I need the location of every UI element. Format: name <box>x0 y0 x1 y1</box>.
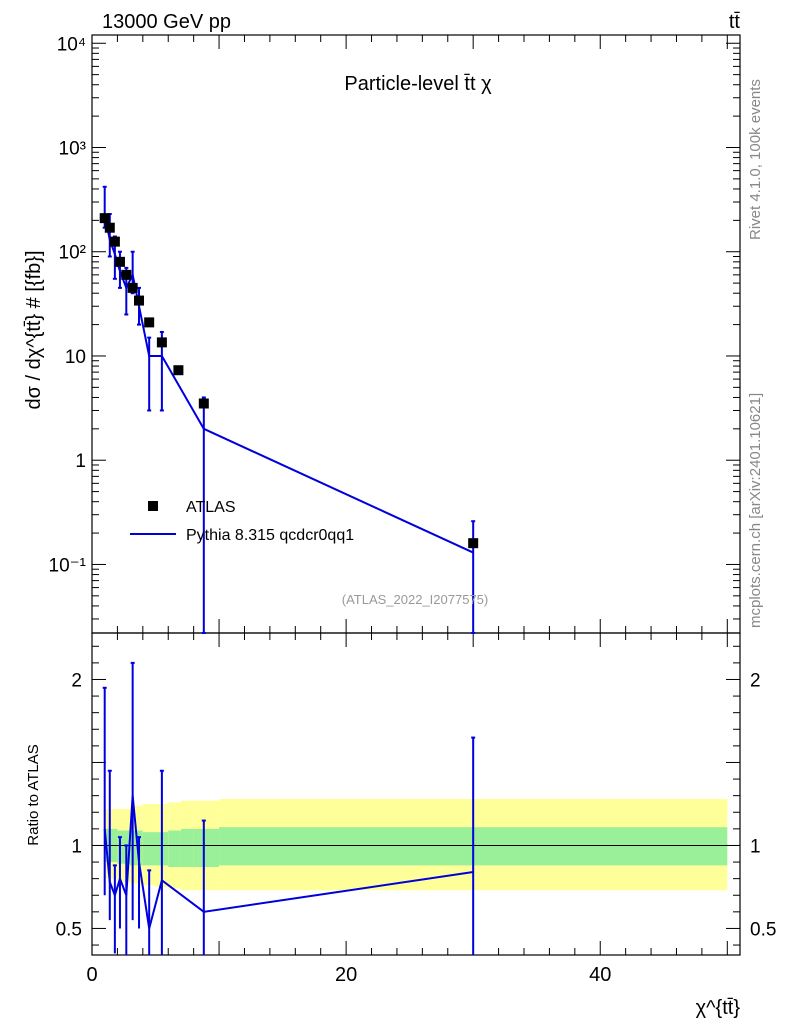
x-tick-label: 0 <box>86 964 97 986</box>
data-point <box>127 282 138 293</box>
legend-label-mc: Pythia 8.315 qcdcr0qq1 <box>186 527 354 544</box>
ratio-axis-ticks: 0.5 0.5 1 1 2 2 <box>56 645 776 946</box>
x-tick-label: 20 <box>335 964 357 986</box>
data-point <box>99 213 110 224</box>
data-point <box>121 269 132 280</box>
x-axis-label: χ^{tt̄} <box>696 997 741 1019</box>
legend: ATLAS Pythia 8.315 qcdcr0qq1 <box>130 499 354 544</box>
ratio-uncertainty-bands <box>92 798 740 891</box>
data-point <box>156 337 167 348</box>
ratio-ytick-label-right: 0.5 <box>750 919 776 940</box>
analysis-label: (ATLAS_2022_I2077575) <box>342 592 488 607</box>
mc-series <box>102 185 476 634</box>
main-ytick-label: 10² <box>59 243 86 264</box>
main-ytick-label: 10 <box>65 347 86 368</box>
x-tick-label: 40 <box>589 964 611 986</box>
main-ytick-label: 10³ <box>59 138 86 159</box>
main-ytick-label: 1 <box>75 451 86 472</box>
band-inner <box>193 828 220 868</box>
energy-label: 13000 GeV pp <box>102 11 231 33</box>
data-point <box>109 236 120 247</box>
y-axis-label: dσ / dχ^{tt̄} # [{fb}] <box>23 250 45 409</box>
band-inner <box>142 832 156 866</box>
data-point <box>104 222 115 233</box>
main-ytick-label: 10⁴ <box>57 34 86 55</box>
main-axis-ticks: 10⁴ 10³ 10² 10 1 10⁻¹ <box>49 34 740 620</box>
data-point <box>114 256 125 267</box>
data-point <box>134 295 145 306</box>
legend-label-atlas: ATLAS <box>186 499 236 516</box>
data-series <box>99 213 479 549</box>
ratio-panel-frame <box>91 632 741 956</box>
ratio-ytick-label-right: 2 <box>750 670 761 691</box>
ratio-ytick-label-left: 2 <box>71 670 82 691</box>
rivet-label: Rivet 4.1.0, 100k events <box>747 79 764 240</box>
chart-title: Particle-level t̄t χ <box>344 73 492 95</box>
data-point <box>468 538 479 549</box>
ratio-series <box>102 661 476 955</box>
mc-line <box>103 213 474 554</box>
process-label: tt̄ <box>729 11 741 33</box>
data-point <box>198 398 209 409</box>
main-ytick-label: 10⁻¹ <box>49 555 87 576</box>
ratio-ytick-label-left: 0.5 <box>56 919 82 940</box>
data-point <box>173 365 184 376</box>
ratio-ytick-label-left: 1 <box>71 836 82 857</box>
ratio-ytick-label-right: 1 <box>750 836 761 857</box>
legend-marker-atlas <box>148 501 158 511</box>
band-inner <box>180 828 194 868</box>
data-point <box>144 317 155 328</box>
mcplots-label: mcplots.cern.ch [arXiv:2401.10621] <box>747 393 764 628</box>
ratio-y-axis-label: Ratio to ATLAS <box>25 744 42 845</box>
band-inner <box>168 830 181 868</box>
